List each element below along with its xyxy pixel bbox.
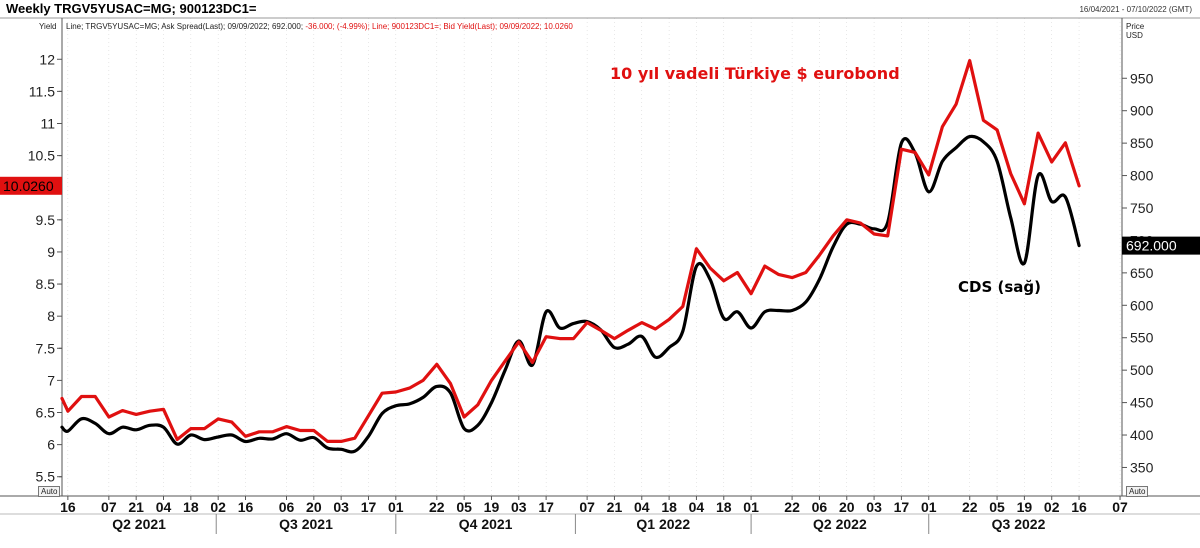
right-auto-scale-button[interactable]: Auto — [1126, 486, 1149, 497]
left-tick-label: 10.5 — [28, 148, 55, 164]
x-tick-label: 04 — [156, 499, 172, 515]
left-tick-label: 9.5 — [36, 212, 56, 228]
x-tick-label: 07 — [579, 499, 595, 515]
series-lines — [60, 59, 1081, 454]
x-tick-label: 05 — [989, 499, 1005, 515]
right-tick-label: 650 — [1130, 265, 1154, 281]
quarter-label: Q4 2021 — [459, 516, 513, 532]
x-tick-label: 18 — [661, 499, 677, 515]
left-tick-label: 7.5 — [36, 340, 56, 356]
x-tick-label: 04 — [689, 499, 705, 515]
right-last-value-badge — [1122, 236, 1200, 255]
right-tick-label: 450 — [1130, 395, 1154, 411]
legend-series1-change: -36.000; (-4.99%); — [305, 22, 373, 31]
x-tick-label: 06 — [279, 499, 295, 515]
x-tick-label: 06 — [812, 499, 828, 515]
x-tick-label: 19 — [1017, 499, 1033, 515]
axis-frame — [0, 17, 1200, 515]
x-tick-label: 22 — [962, 499, 978, 515]
x-tick-label: 05 — [456, 499, 472, 515]
right-tick-label: 800 — [1130, 168, 1154, 184]
right-tick-label: 850 — [1130, 135, 1154, 151]
x-tick-label: 18 — [183, 499, 199, 515]
quarter-label: Q3 2021 — [279, 516, 333, 532]
x-tick-label: 22 — [429, 499, 445, 515]
x-tick-label: 16 — [238, 499, 254, 515]
right-last-value-label: 692.000 — [1126, 238, 1177, 254]
x-tick-label: 03 — [866, 499, 882, 515]
left-tick-label: 11.5 — [29, 83, 55, 99]
x-tick-label: 07 — [101, 499, 117, 515]
x-tick-label: 17 — [894, 499, 910, 515]
left-tick-label: 6.5 — [36, 405, 56, 421]
left-last-value-label: 10.0260 — [3, 178, 54, 194]
x-tick-label: 02 — [1044, 499, 1060, 515]
chart-header: Weekly TRGV5YUSAC=MG; 900123DC1= 16/04/2… — [0, 0, 1200, 18]
x-tick-label: 16 — [1071, 499, 1087, 515]
x-tick-label: 01 — [743, 499, 759, 515]
x-tick-label: 07 — [1112, 499, 1128, 515]
right-tick-label: 550 — [1130, 330, 1154, 346]
x-tick-label: 21 — [128, 499, 144, 515]
x-tick-label: 17 — [361, 499, 377, 515]
right-tick-label: 400 — [1130, 427, 1154, 443]
right-tick-label: 350 — [1130, 459, 1154, 475]
last-value-badges: 10.0260 692.000 — [0, 176, 1200, 255]
left-tick-label: 6 — [47, 437, 55, 453]
x-tick-label: 16 — [60, 499, 76, 515]
left-auto-scale-button[interactable]: Auto — [38, 486, 61, 497]
legend-series2: Line; 900123DC1=; Bid Yield(Last); 09/09… — [372, 22, 573, 31]
quarter-label: Q2 2022 — [813, 516, 867, 532]
x-axis-ticks: 16 07 21 04 18 02 16 06 20 03 17 01 22 05 19 03 17 07 21 04… — [60, 496, 1128, 515]
cds-spread-line — [60, 134, 1081, 454]
left-axis-label: Yield — [39, 22, 57, 31]
left-tick-label: 5.5 — [36, 469, 56, 485]
right-tick-label: 750 — [1130, 200, 1154, 216]
quarter-labels: Q2 2021 Q3 2021 Q4 2021 Q1 2022 Q2 2022 Q3 20… — [112, 514, 1046, 534]
left-last-value-badge — [0, 176, 62, 195]
right-tick-label: 600 — [1130, 297, 1154, 313]
left-tick-label: 9 — [47, 244, 55, 260]
left-tick-label: 8.5 — [36, 276, 56, 292]
x-tick-label: 01 — [921, 499, 937, 515]
x-tick-label: 22 — [784, 499, 800, 515]
eurobond-yield-line — [60, 59, 1081, 443]
date-range: 16/04/2021 - 07/10/2022 (GMT) — [1079, 5, 1192, 14]
quarter-label: Q1 2022 — [636, 516, 690, 532]
left-tick-label: 7 — [47, 372, 55, 388]
x-tick-label: 19 — [484, 499, 500, 515]
x-tick-label: 21 — [607, 499, 623, 515]
right-tick-label: 500 — [1130, 362, 1154, 378]
cds-annotation: CDS (sağ) — [958, 278, 1041, 296]
right-tick-label: 950 — [1130, 70, 1154, 86]
legend: Line; TRGV5YUSAC=MG; Ask Spread(Last); 0… — [66, 22, 573, 31]
x-tick-label: 04 — [634, 499, 650, 515]
eurobond-annotation: 10 yıl vadeli Türkiye $ eurobond — [610, 64, 900, 83]
right-axis-ticks: 350400450500550600650700750800850900950 — [1122, 70, 1154, 475]
x-tick-label: 01 — [388, 499, 404, 515]
x-tick-label: 03 — [333, 499, 349, 515]
right-tick-label: 900 — [1130, 103, 1154, 119]
quarter-label: Q2 2021 — [112, 516, 166, 532]
legend-series1: Line; TRGV5YUSAC=MG; Ask Spread(Last); 0… — [66, 22, 306, 31]
left-tick-label: 8 — [47, 308, 55, 324]
right-axis-label-usd: USD — [1126, 31, 1143, 40]
x-tick-label: 03 — [511, 499, 527, 515]
left-tick-label: 12 — [39, 51, 55, 67]
chart-title: Weekly TRGV5YUSAC=MG; 900123DC1= — [6, 1, 257, 16]
x-tick-label: 20 — [306, 499, 322, 515]
left-tick-label: 11 — [40, 115, 55, 131]
x-tick-label: 18 — [716, 499, 732, 515]
x-tick-label: 20 — [839, 499, 855, 515]
x-tick-label: 02 — [210, 499, 226, 515]
quarter-label: Q3 2022 — [992, 516, 1046, 532]
x-tick-label: 17 — [538, 499, 554, 515]
right-axis-label-price: Price — [1126, 22, 1145, 31]
